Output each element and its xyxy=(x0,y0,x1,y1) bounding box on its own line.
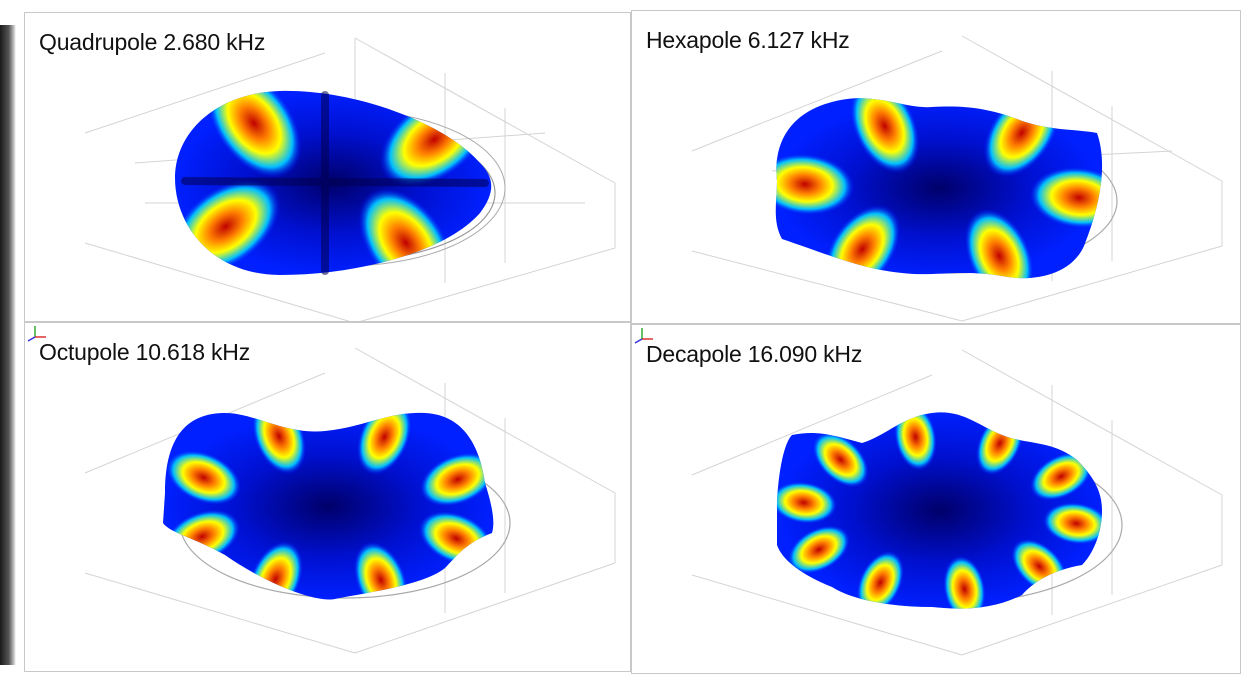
mode-title: Octupole 10.618 kHz xyxy=(39,339,250,365)
left-edge-shadow xyxy=(0,25,16,665)
quadrupole-mode-panel: Quadrupole 2.680 kHz xyxy=(24,12,631,322)
mode-title: Quadrupole 2.680 kHz xyxy=(39,29,266,55)
hexapole-mode-panel: Hexapole 6.127 kHz xyxy=(631,10,1241,324)
quadrupole-mode-plot xyxy=(84,37,616,321)
decapole-mode-panel: Decapole 16.090 kHz xyxy=(631,324,1241,674)
antinode-lobe xyxy=(942,555,987,609)
antinode-lobe xyxy=(1029,451,1093,501)
antinode-lobe xyxy=(419,452,494,507)
decapole-mode-plot xyxy=(691,349,1223,656)
antinode-lobe xyxy=(1042,501,1102,545)
octupole-mode-panel: Octupole 10.618 kHz xyxy=(24,322,631,672)
antinode-lobe xyxy=(812,431,870,488)
antinode-lobe xyxy=(165,449,242,506)
octupole-mode-plot xyxy=(84,347,616,654)
antinode-lobe xyxy=(964,208,1035,279)
octupole-shape xyxy=(163,412,494,600)
mode-title: Hexapole 6.127 kHz xyxy=(646,27,850,53)
antinode-lobe xyxy=(775,153,855,216)
antinode-lobe xyxy=(856,550,905,609)
antinode-lobe xyxy=(787,525,851,575)
hexapole-mode-plot xyxy=(691,35,1223,322)
mode-title: Decapole 16.090 kHz xyxy=(646,341,863,367)
antinode-lobe xyxy=(777,481,838,525)
axis-triad-icon xyxy=(634,328,653,344)
antinode-lobe xyxy=(1029,166,1103,229)
axis-triad-icon xyxy=(27,326,46,342)
